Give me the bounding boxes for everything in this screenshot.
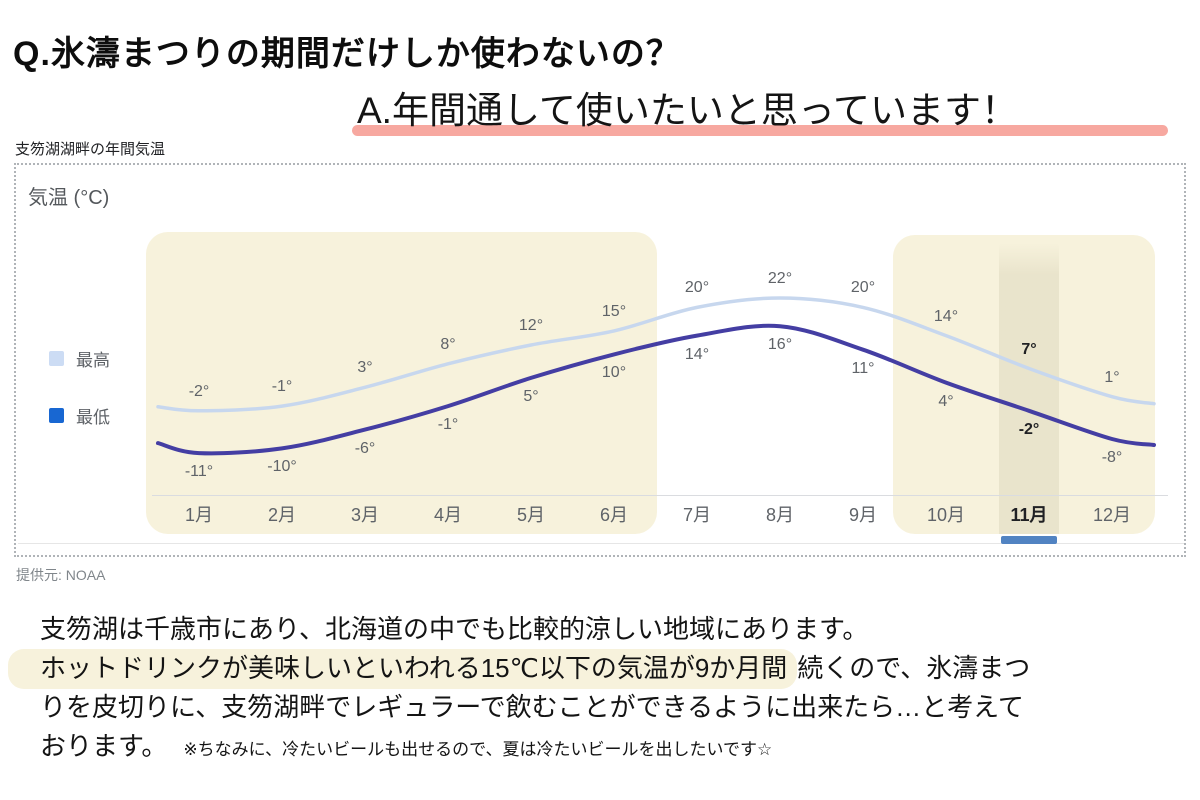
body-line-2: ホットドリンクが美味しいといわれる15℃以下の気温が9か月間 続くので、氷濤まつ: [8, 649, 1190, 689]
month-label-10月[interactable]: 10月: [926, 505, 966, 525]
body-text-block: 支笏湖は千歳市にあり、北海道の中でも比較的涼しい地域にあります。ホットドリンクが…: [8, 610, 1190, 766]
low-temp-value-5月: 5°: [523, 387, 539, 405]
question-title: Q.氷濤まつりの期間だけしか使わないの？: [13, 35, 681, 73]
chart-y-axis-title: 気温 (°C): [28, 187, 110, 209]
x-axis-line: [152, 495, 1168, 496]
legend-low-swatch: [49, 408, 64, 423]
high-temp-value-12月: 1°: [1104, 368, 1120, 386]
legend-high-swatch: [49, 351, 64, 366]
month-label-3月[interactable]: 3月: [350, 505, 380, 525]
legend-item-low: 最低: [49, 403, 110, 428]
legend-item-high: 最高: [49, 346, 110, 371]
month-label-7月[interactable]: 7月: [682, 505, 712, 525]
body-text-segment: りを皮切りに、支笏湖畔でレギュラーで飲むことができるように出来たら…と考えて: [40, 692, 1024, 722]
answer-title: A.年間通して使いたいと思っています！: [357, 90, 1018, 131]
low-temp-value-8月: 16°: [767, 336, 793, 354]
month-label-6月[interactable]: 6月: [599, 505, 629, 525]
body-text-segment: 続くので、氷濤まつ: [797, 653, 1031, 683]
high-temp-value-6月: 15°: [601, 302, 627, 320]
low-temp-value-11月: -2°: [1018, 420, 1040, 438]
low-temp-value-2月: -10°: [267, 458, 297, 476]
month-label-4月[interactable]: 4月: [433, 505, 463, 525]
body-line-1: 支笏湖は千歳市にあり、北海道の中でも比較的涼しい地域にあります。: [40, 610, 1190, 649]
body-line-4: おります。 ※ちなみに、冷たいビールも出せるので、夏は冷たいビールを出したいです☆: [40, 727, 1190, 766]
legend-high-label: 最高: [76, 351, 110, 370]
low-temp-value-1月: -11°: [184, 463, 214, 481]
highlighted-phrase: ホットドリンクが美味しいといわれる15℃以下の気温が9か月間: [8, 649, 798, 689]
high-temp-value-9月: 20°: [850, 279, 876, 297]
high-temp-value-3月: 3°: [357, 359, 373, 377]
month-label-1月[interactable]: 1月: [184, 505, 214, 525]
month-label-5月[interactable]: 5月: [516, 505, 546, 525]
low-temp-value-10月: 4°: [938, 392, 954, 410]
high-temp-value-5月: 12°: [518, 317, 544, 334]
data-source-attribution: 提供元: NOAA: [16, 567, 106, 583]
selected-month-indicator: [1001, 536, 1057, 544]
high-temp-value-7月: 20°: [684, 279, 710, 297]
body-text-segment: おります。: [40, 731, 168, 761]
low-temp-value-7月: 14°: [684, 345, 710, 363]
temperature-chart-panel: 気温 (°C) 最高 最低 -2° -1° 3° 8° 12° 15° 20° 22° 20° 1…: [14, 163, 1186, 557]
body-line-3: りを皮切りに、支笏湖畔でレギュラーで飲むことができるように出来たら…と考えて: [40, 688, 1190, 727]
low-temp-value-9月: 11°: [851, 359, 875, 377]
high-temp-value-1月: -2°: [188, 382, 210, 400]
high-temp-value-11月: 7°: [1021, 340, 1037, 358]
month-label-9月[interactable]: 9月: [848, 505, 878, 525]
low-temp-value-3月: -6°: [354, 439, 376, 457]
footnote: ※ちなみに、冷たいビールも出せるので、夏は冷たいビールを出したいです☆: [183, 740, 773, 759]
month-label-2月[interactable]: 2月: [267, 505, 297, 525]
panel-bottom-rule: [18, 543, 1184, 544]
month-label-12月[interactable]: 12月: [1092, 505, 1132, 525]
high-temp-value-2月: -1°: [271, 378, 293, 396]
body-text-segment: 支笏湖は千歳市にあり、北海道の中でも比較的涼しい地域にあります。: [40, 614, 869, 644]
high-temp-value-4月: 8°: [440, 335, 456, 353]
chart-caption: 支笏湖湖畔の年間気温: [15, 141, 166, 158]
month-label-11月[interactable]: 11月: [1010, 505, 1048, 525]
low-temp-value-6月: 10°: [601, 364, 627, 382]
low-temp-value-4月: -1°: [437, 416, 459, 434]
high-temp-value-8月: 22°: [767, 270, 793, 287]
high-temp-value-10月: 14°: [933, 307, 959, 325]
answer-underline-accent: [352, 125, 1168, 136]
legend-low-label: 最低: [76, 408, 110, 427]
low-temp-value-12月: -8°: [1101, 449, 1123, 466]
chart-labels-layer: -2° -1° 3° 8° 12° 15° 20° 22° 20° 14° 7° 1° -11° -10°…: [16, 165, 1188, 559]
month-label-8月[interactable]: 8月: [765, 505, 795, 525]
